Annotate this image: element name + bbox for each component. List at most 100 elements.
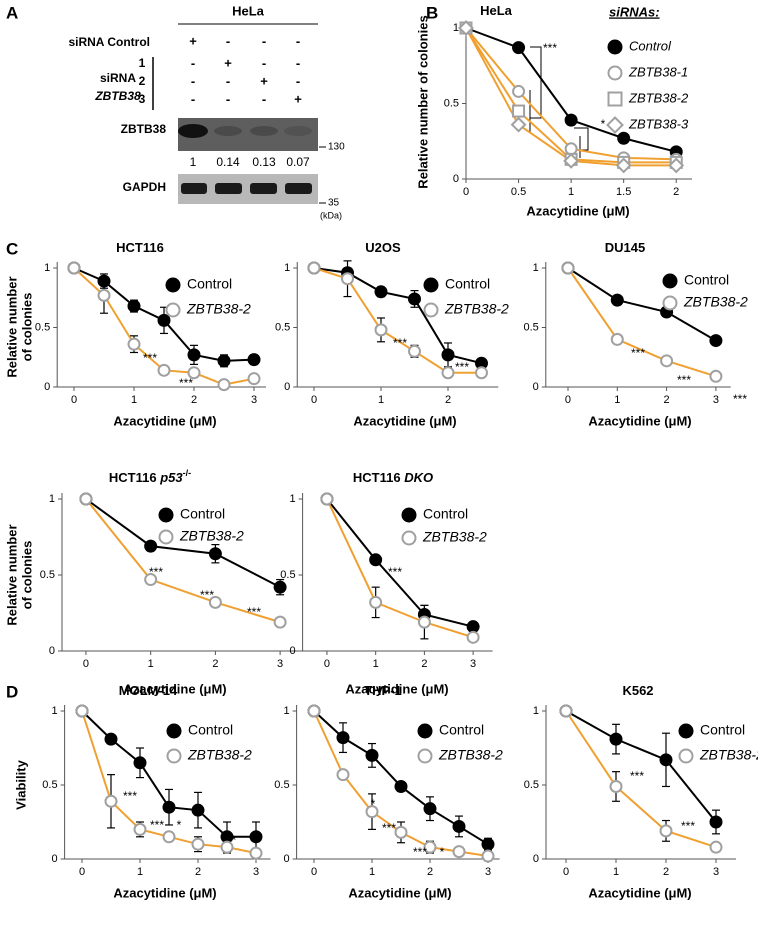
marker [187, 366, 201, 380]
sirna-label: siRNA [100, 71, 136, 85]
marker [162, 830, 176, 844]
marker [67, 261, 81, 275]
marker [187, 348, 201, 362]
significance: *** [388, 565, 402, 579]
y-tick-label: 0 [533, 381, 539, 393]
x-tick-label: 2 [191, 394, 197, 406]
marker [97, 288, 111, 302]
legend-label: ZBTB38-2 [628, 90, 689, 105]
y-tick-label: 0.5 [524, 321, 539, 333]
treatment-mark: - [226, 33, 230, 48]
treatment-mark: - [191, 55, 195, 70]
marker [273, 615, 287, 629]
y-tick-label: 1 [284, 262, 290, 274]
y-tick-label: 1 [51, 705, 57, 717]
x-tick-label: 0 [311, 394, 317, 406]
x-tick-label: 1 [373, 658, 379, 670]
significance: *** [543, 41, 557, 55]
marker [659, 824, 673, 838]
y-tick-label: 1 [44, 262, 50, 274]
marker [423, 302, 439, 318]
marker [510, 116, 527, 133]
marker [97, 274, 111, 288]
marker [561, 261, 575, 275]
band [215, 183, 242, 194]
legend-label: Control [187, 276, 232, 292]
marker [662, 273, 678, 289]
marker [466, 620, 480, 634]
marker [401, 507, 417, 523]
row-label: 3 [139, 92, 146, 106]
x-axis-label: Azacytidine (μM) [345, 681, 448, 696]
title-text: THP-1 [364, 683, 402, 698]
x-tick-label: 1 [568, 186, 574, 198]
x-axis-label: Azacytidine (μM) [588, 885, 691, 900]
marker [452, 845, 466, 859]
blot-title: HeLa [232, 3, 265, 18]
significance: *** [413, 845, 427, 859]
marker [273, 580, 287, 594]
significance: *** [149, 565, 163, 579]
chart-title: U2OS [365, 240, 401, 255]
row-label: 1 [139, 56, 146, 70]
marker [220, 840, 234, 854]
marker [165, 277, 181, 293]
marker [166, 748, 182, 764]
marker [365, 805, 379, 819]
y-tick-label: 0.5 [42, 779, 57, 791]
legend-label: Control [629, 38, 672, 53]
y-tick-label: 1 [289, 493, 295, 505]
row-label: siRNA Control [68, 35, 150, 49]
significance: *** [733, 392, 747, 406]
legend-label: ZBTB38-2 [683, 294, 748, 310]
sirna-gene: ZBTB38 [94, 89, 141, 103]
marker [127, 337, 141, 351]
x-tick-label: 2 [445, 394, 451, 406]
band [284, 126, 312, 136]
marker [79, 492, 93, 506]
chart-title: HeLa [480, 3, 513, 18]
x-tick-label: 2 [212, 658, 218, 670]
marker [249, 830, 263, 844]
chart-title: HCT116 [116, 240, 164, 255]
marker [610, 332, 624, 346]
legend-label: Control [188, 722, 233, 738]
treatment-mark: - [262, 33, 266, 48]
title-text: HCT116 [109, 470, 157, 485]
y-axis-label: of colonies [19, 293, 34, 362]
significance: *** [123, 789, 137, 803]
title-italic: DKO [404, 470, 433, 485]
significance: *** [681, 819, 695, 833]
marker [408, 292, 421, 306]
marker [208, 595, 222, 609]
band [214, 126, 242, 136]
title-text: DU145 [605, 240, 645, 255]
chart-title: K562 [622, 683, 653, 698]
y-tick-label: 0 [44, 381, 50, 393]
marker [133, 822, 147, 836]
chart-title: MOLM-14 [119, 683, 178, 698]
marker [408, 344, 421, 358]
quantification: 1 [190, 155, 197, 169]
x-tick-label: 3 [485, 866, 491, 878]
marker [458, 20, 474, 36]
protein-label: GAPDH [123, 180, 166, 194]
marker [369, 553, 383, 567]
x-tick-label: 3 [470, 658, 476, 670]
title-italic: p53 [159, 470, 183, 485]
chart-title: HCT116 DKO [353, 470, 433, 485]
marker [158, 529, 174, 545]
treatment-mark: - [226, 91, 230, 106]
legend-label: ZBTB38-2 [179, 528, 244, 544]
marker [564, 142, 578, 156]
x-tick-label: 3 [253, 866, 259, 878]
marker [512, 41, 526, 55]
x-tick-label: 0 [563, 866, 569, 878]
treatment-mark: - [296, 73, 300, 88]
y-tick-label: 0 [453, 173, 459, 185]
series-line [565, 710, 717, 849]
x-tick-label: 1 [614, 394, 620, 406]
significance: *** [631, 346, 645, 360]
quantification: 0.14 [216, 155, 240, 169]
marker [668, 157, 685, 174]
